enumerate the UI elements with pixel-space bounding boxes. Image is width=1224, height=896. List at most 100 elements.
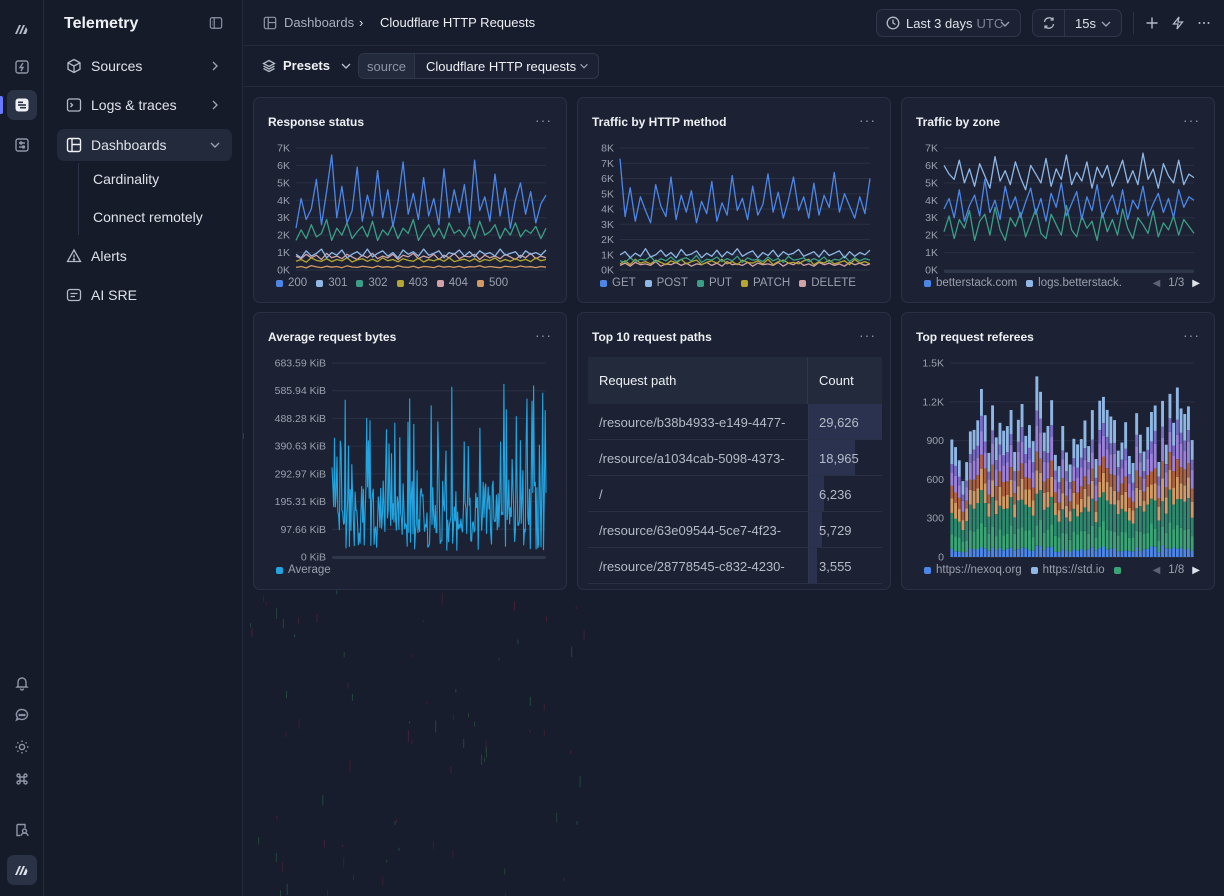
bar-segment[interactable] — [1175, 459, 1179, 477]
bar-segment[interactable] — [983, 548, 987, 557]
bar-segment[interactable] — [965, 521, 969, 541]
bar-segment[interactable] — [1013, 452, 1017, 472]
bar-segment[interactable] — [998, 486, 1002, 506]
bar-segment[interactable] — [957, 476, 961, 486]
bar-segment[interactable] — [1187, 430, 1190, 442]
bar-segment[interactable] — [1120, 468, 1124, 484]
bar-segment[interactable] — [1079, 512, 1083, 532]
bar-segment[interactable] — [1142, 471, 1146, 479]
bar-segment[interactable] — [1087, 462, 1091, 470]
series-line[interactable] — [619, 248, 871, 259]
bar-segment[interactable] — [1039, 472, 1042, 491]
bar-segment[interactable] — [1076, 516, 1079, 535]
bar-segment[interactable] — [1131, 482, 1135, 491]
bar-segment[interactable] — [954, 492, 957, 504]
bar-segment[interactable] — [961, 494, 965, 501]
bar-segment[interactable] — [1113, 490, 1116, 505]
average-request-bytes-chart[interactable]: 0 KiB 97.66 KiB 195.31 KiB 292.97 KiB 390.63… — [254, 313, 567, 590]
legend-item[interactable]: https://nexoq.org — [924, 564, 1022, 576]
bar-segment[interactable] — [1013, 480, 1017, 493]
bar-segment[interactable] — [1179, 443, 1183, 468]
bar-segment[interactable] — [1039, 458, 1042, 473]
bar-segment[interactable] — [1087, 496, 1091, 512]
bar-segment[interactable] — [1098, 430, 1102, 444]
bar-segment[interactable] — [1028, 459, 1031, 479]
bar-segment[interactable] — [1157, 552, 1161, 557]
bar-segment[interactable] — [961, 552, 965, 557]
bar-segment[interactable] — [1124, 448, 1128, 461]
bar-segment[interactable] — [1135, 547, 1139, 558]
bar-segment[interactable] — [1094, 522, 1098, 538]
legend-item[interactable]: DELETE — [799, 277, 856, 289]
bar-segment[interactable] — [1039, 520, 1042, 547]
bar-segment[interactable] — [1120, 442, 1124, 460]
series-line[interactable] — [943, 152, 1195, 191]
bar-segment[interactable] — [1050, 524, 1054, 547]
pager-prev-icon[interactable]: ◀ — [1152, 564, 1161, 576]
bar-segment[interactable] — [1057, 552, 1061, 557]
bar-segment[interactable] — [1024, 489, 1028, 505]
bar-segment[interactable] — [1102, 423, 1105, 436]
bar-segment[interactable] — [1016, 441, 1020, 452]
bar-segment[interactable] — [1072, 531, 1076, 550]
bar-segment[interactable] — [1138, 453, 1142, 463]
bar-segment[interactable] — [1172, 471, 1176, 488]
time-range-picker[interactable]: Last 3 days UTC — [876, 9, 1021, 37]
bar-segment[interactable] — [1028, 478, 1031, 490]
bar-segment[interactable] — [1039, 418, 1042, 433]
bar-segment[interactable] — [1190, 469, 1194, 489]
bar-segment[interactable] — [1138, 434, 1142, 454]
command-icon[interactable] — [7, 764, 37, 794]
bar-segment[interactable] — [1164, 487, 1168, 498]
bar-segment[interactable] — [1020, 527, 1024, 548]
bar-segment[interactable] — [1002, 509, 1006, 536]
more-options-icon[interactable]: ··· — [535, 112, 552, 128]
bar-segment[interactable] — [1042, 432, 1046, 452]
bar-segment[interactable] — [1098, 526, 1102, 549]
bar-segment[interactable] — [1050, 436, 1054, 461]
warehouse-icon[interactable] — [7, 130, 37, 160]
bar-segment[interactable] — [1083, 530, 1087, 551]
bar-segment[interactable] — [1002, 535, 1006, 551]
bar-segment[interactable] — [1005, 426, 1009, 453]
bar-segment[interactable] — [1050, 460, 1054, 478]
bar-segment[interactable] — [1183, 451, 1187, 470]
bar-segment[interactable] — [1013, 517, 1017, 534]
bar-segment[interactable] — [1161, 501, 1164, 527]
bar-segment[interactable] — [965, 480, 969, 488]
pager-next-icon[interactable]: ▶ — [1192, 564, 1200, 576]
bar-segment[interactable] — [1057, 510, 1061, 522]
bar-segment[interactable] — [1161, 438, 1164, 462]
bar-segment[interactable] — [1090, 526, 1094, 548]
notifications-icon[interactable] — [7, 668, 37, 698]
bar-segment[interactable] — [1035, 493, 1039, 526]
bar-segment[interactable] — [968, 431, 972, 455]
bar-segment[interactable] — [1109, 530, 1113, 549]
bar-segment[interactable] — [1131, 501, 1135, 511]
bar-segment[interactable] — [965, 508, 969, 522]
bar-segment[interactable] — [1020, 499, 1024, 528]
bar-segment[interactable] — [1146, 427, 1150, 450]
bar-segment[interactable] — [991, 443, 994, 465]
bar-segment[interactable] — [983, 452, 987, 469]
bar-segment[interactable] — [1068, 501, 1072, 512]
more-options-icon[interactable] — [1197, 16, 1211, 30]
column-header-count[interactable]: Count — [819, 373, 854, 388]
bar-segment[interactable] — [957, 460, 961, 477]
legend-item[interactable]: 302 — [356, 277, 388, 289]
bar-segment[interactable] — [1172, 455, 1176, 472]
bar-segment[interactable] — [998, 444, 1002, 455]
bar-segment[interactable] — [957, 537, 961, 552]
bar-segment[interactable] — [1116, 535, 1120, 552]
bar-segment[interactable] — [1046, 529, 1050, 548]
legend-item[interactable]: logs.betterstack. — [1026, 277, 1122, 289]
bar-segment[interactable] — [965, 540, 969, 552]
bar-segment[interactable] — [1164, 444, 1168, 464]
bar-segment[interactable] — [1057, 488, 1061, 503]
bar-segment[interactable] — [1016, 470, 1020, 487]
bar-segment[interactable] — [1187, 548, 1190, 557]
bar-segment[interactable] — [1120, 483, 1124, 495]
bar-segment[interactable] — [1050, 497, 1054, 525]
bar-segment[interactable] — [998, 471, 1002, 487]
bar-segment[interactable] — [976, 528, 980, 550]
